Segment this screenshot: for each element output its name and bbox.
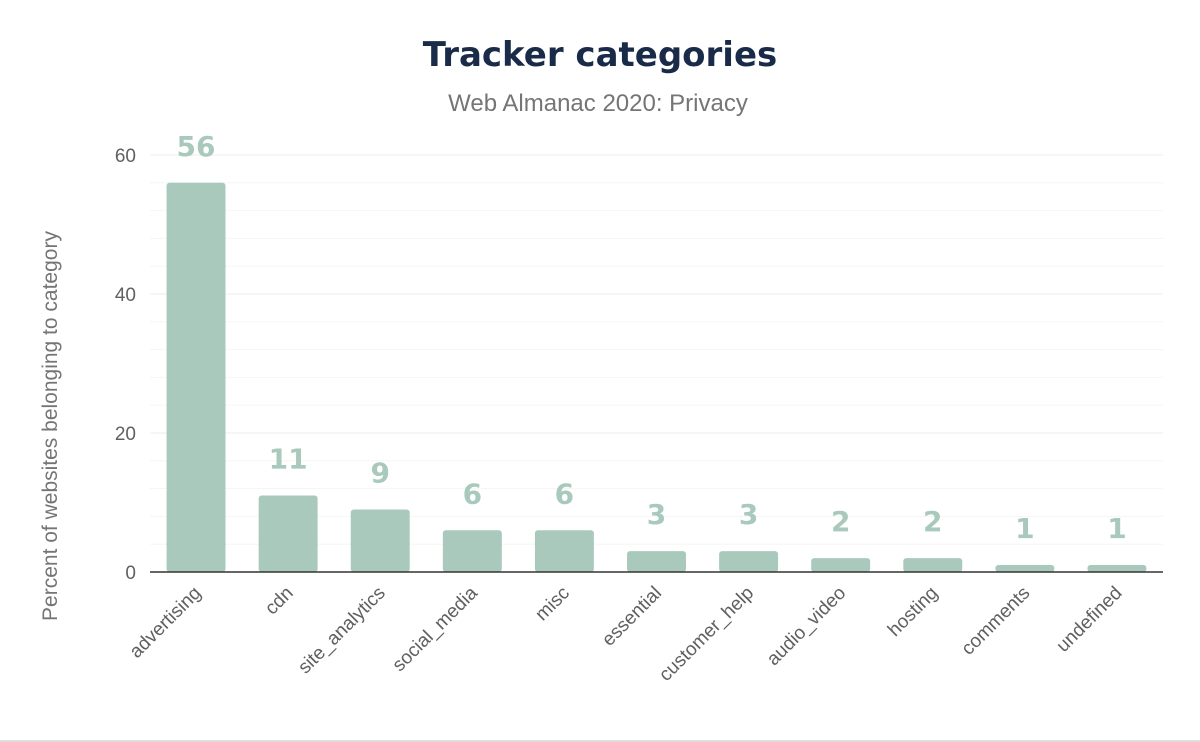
chart-subtitle: Web Almanac 2020: Privacy: [448, 90, 748, 117]
data-label-essential: 3: [647, 498, 666, 531]
bar-social_media: [442, 530, 502, 572]
chart-title: Tracker categories: [423, 35, 778, 75]
data-label-site_analytics: 9: [370, 456, 389, 489]
y-tick-label: 0: [125, 563, 136, 584]
y-axis-ticks: 0 20 40 60: [115, 146, 136, 584]
y-axis-label: Percent of websites belonging to categor…: [39, 231, 62, 621]
bar-site_analytics: [350, 509, 410, 572]
bar-advertising: [166, 182, 226, 573]
bar-customer_help: [719, 551, 779, 572]
data-label-misc: 6: [555, 477, 574, 510]
bar-comments: [995, 565, 1055, 572]
data-label-hosting: 2: [923, 505, 942, 538]
bar-cdn: [258, 495, 318, 572]
data-label-audio_video: 2: [831, 505, 850, 538]
data-label-cdn: 11: [269, 443, 308, 476]
x-tick-label-essential: essential: [598, 583, 666, 651]
data-label-customer_help: 3: [739, 498, 758, 531]
x-axis-ticks: advertising cdnsite_analyticssocial_media…: [126, 582, 1127, 685]
y-tick-label: 60: [115, 146, 136, 167]
x-tick-label-advertising: advertising: [126, 583, 206, 663]
bar-hosting: [903, 558, 963, 572]
x-tick-label-undefined: undefined: [1053, 583, 1127, 657]
bar-audio_video: [811, 558, 871, 572]
data-label-comments: 1: [1015, 512, 1034, 545]
bar-misc: [534, 530, 594, 572]
bars: [166, 182, 1147, 573]
x-tick-label-comments: comments: [958, 583, 1035, 660]
x-tick-label-social_media: social_media: [389, 582, 483, 676]
x-tick-label-customer_help: customer_help: [655, 583, 758, 686]
bar-undefined: [1087, 565, 1147, 572]
y-tick-label: 20: [115, 424, 136, 445]
data-label-advertising: 56: [177, 130, 216, 163]
x-tick-label-audio_video: audio_video: [763, 583, 850, 670]
x-tick-label-misc: misc: [531, 583, 573, 625]
bar-essential: [627, 551, 686, 572]
x-tick-label-cdn: cdn: [261, 583, 298, 620]
data-label-social_media: 6: [463, 477, 482, 510]
x-tick-label-hosting: hosting: [884, 583, 942, 641]
data-label-undefined: 1: [1107, 512, 1126, 545]
y-tick-label: 40: [115, 285, 136, 306]
gridlines: [150, 154, 1163, 545]
x-tick-label-site_analytics: site_analytics: [294, 583, 390, 679]
